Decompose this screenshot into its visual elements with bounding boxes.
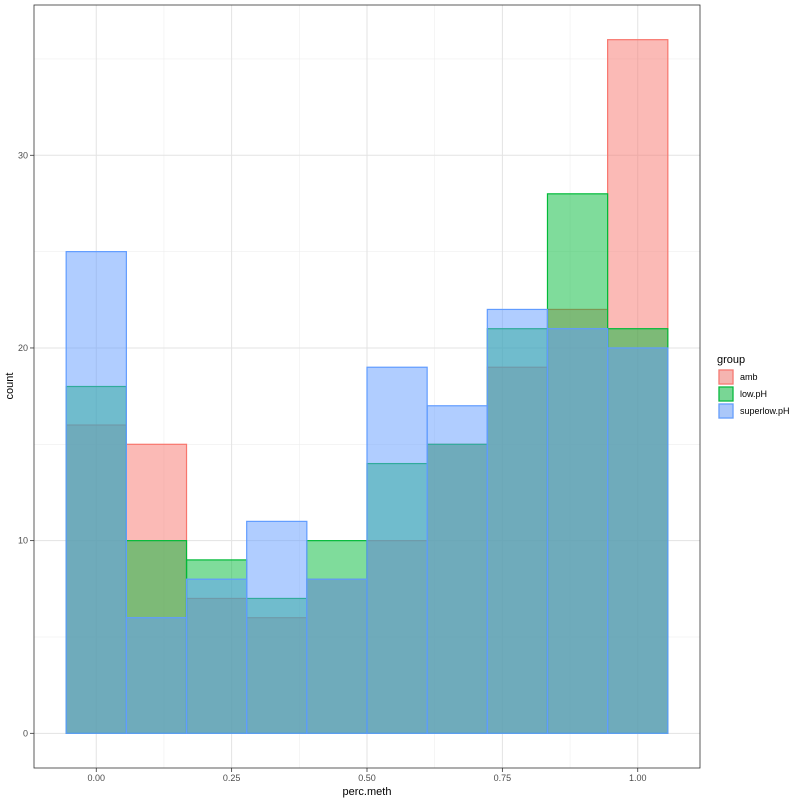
bar-superlow-pH-bin-5 [306,578,368,734]
legend-key-superlow-pH [718,403,734,419]
bar-superlow-pH-bin-8 [486,308,549,734]
x-tick-label: 1.00 [629,773,647,783]
axes: 0.00 0.25 0.50 0.75 1.00 0 10 20 30 [18,150,647,783]
legend-key-amb [718,369,734,385]
x-tick-label: 0.00 [88,773,106,783]
y-tick-label: 20 [18,343,28,353]
x-tick-label: 0.75 [494,773,512,783]
bar-superlow-pH-bin-3 [185,578,248,734]
bar-superlow-pH-bin-7 [426,405,488,734]
bars [65,39,669,734]
bar-superlow-pH-bin-9 [546,328,609,734]
y-tick-label: 10 [18,536,28,546]
bar-superlow-pH-bin-10 [607,347,669,734]
legend-label-amb: amb [740,372,758,382]
y-tick-label: 0 [23,728,28,738]
legend-key-low-pH [718,386,734,402]
bar-superlow-pH-bin-1 [65,251,127,734]
bar-superlow-pH-bin-2 [125,617,188,734]
legend-title: group [717,354,745,366]
legend-label-superlow-pH: superlow.pH [740,406,790,416]
x-tick-label: 0.50 [358,773,376,783]
y-axis-title: count [4,373,16,400]
y-tick-label: 30 [18,150,28,160]
x-axis-title: perc.meth [343,786,392,798]
legend-label-low-pH: low.pH [740,389,767,399]
bar-superlow-pH-bin-6 [366,366,428,734]
series-superlow-pH [65,251,669,734]
x-tick-label: 0.25 [223,773,241,783]
bar-superlow-pH-bin-4 [246,520,308,734]
legend: group amb low.pH superlow.pH [717,354,790,419]
